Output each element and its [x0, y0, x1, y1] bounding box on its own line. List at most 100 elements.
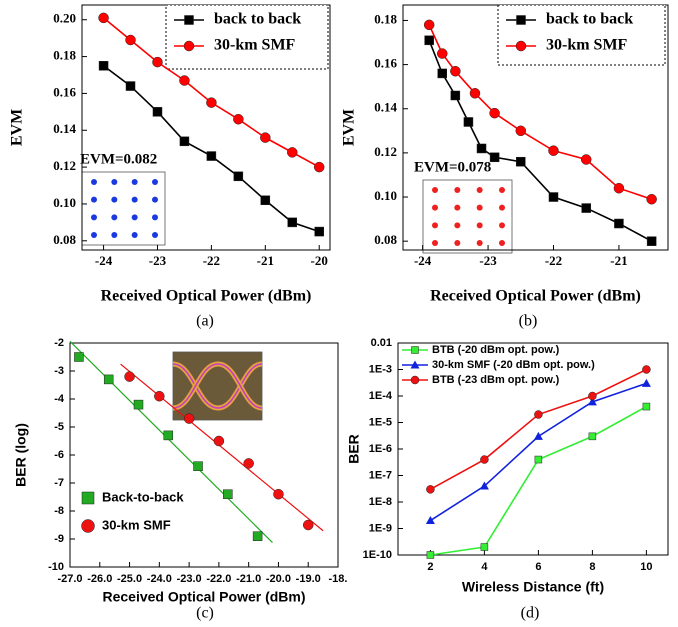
y-tick-label: 1E-5 — [369, 416, 392, 428]
y-tick-label: 1E-9 — [369, 522, 392, 534]
x-axis-title: Received Optical Power (dBm) — [430, 288, 641, 305]
constellation-dot — [152, 232, 158, 238]
data-point — [477, 144, 486, 153]
annotation: EVM=0.082 — [80, 151, 157, 167]
constellation-dot — [454, 205, 460, 211]
y-tick-label: 0.18 — [374, 11, 397, 26]
data-point — [490, 153, 499, 162]
data-point — [233, 114, 243, 124]
constellation-dot — [432, 187, 438, 193]
constellation-dot — [432, 222, 438, 228]
data-point — [273, 489, 283, 499]
data-point — [154, 391, 164, 401]
legend-marker — [517, 16, 526, 25]
data-point — [223, 490, 232, 499]
constellation-dot — [454, 187, 460, 193]
series-line — [430, 407, 646, 555]
x-tick-label: -27.0 — [57, 573, 82, 585]
x-tick-label: 2 — [427, 561, 433, 573]
data-point — [126, 35, 136, 45]
constellation-dot — [499, 240, 505, 246]
constellation-dot — [132, 179, 138, 185]
y-tick-label: 1E-7 — [369, 469, 392, 481]
x-axis-title: Received Optical Power (dBm) — [101, 288, 312, 305]
constellation-dot — [111, 214, 117, 220]
y-tick-label: 0.18 — [53, 48, 76, 63]
data-point — [424, 20, 434, 30]
data-point — [480, 456, 488, 464]
x-tick-label: 6 — [535, 561, 541, 573]
y-axis-title: EVM — [341, 109, 358, 146]
y-tick-label: -3 — [54, 365, 64, 377]
data-point — [288, 218, 297, 227]
panel-label: (d) — [521, 605, 540, 622]
y-tick-label: -8 — [54, 505, 64, 517]
data-point — [589, 433, 596, 440]
data-point — [125, 372, 135, 382]
panel-label: (b) — [519, 313, 538, 330]
x-tick-label: -24 — [414, 253, 432, 268]
x-tick-label: -20 — [311, 253, 328, 268]
x-axis-title: Received Optical Power (dBm) — [102, 589, 305, 605]
legend-label: back to back — [546, 11, 633, 28]
y-tick-label: 0.14 — [53, 121, 76, 136]
y-tick-label: 0.16 — [374, 56, 397, 71]
y-tick-label: 0.10 — [53, 195, 76, 210]
data-point — [184, 414, 194, 424]
panel: -24-23-22-210.080.100.120.140.160.18Rece… — [341, 5, 668, 330]
y-tick-label: -4 — [54, 393, 65, 405]
data-point — [470, 88, 480, 98]
constellation-dot — [132, 214, 138, 220]
y-tick-label: 0.10 — [374, 188, 397, 203]
y-tick-label: 0.14 — [374, 100, 397, 115]
data-point — [425, 36, 434, 45]
data-point — [582, 204, 591, 213]
constellation-dot — [111, 232, 117, 238]
data-point — [581, 155, 591, 165]
panel-label: (c) — [196, 605, 214, 622]
y-tick-label: 1E-6 — [369, 443, 392, 455]
annotation: EVM=0.078 — [414, 159, 491, 175]
constellation-dot — [477, 205, 483, 211]
data-point — [260, 133, 270, 143]
legend-marker — [412, 347, 419, 354]
y-tick-label: -10 — [48, 561, 64, 573]
constellation-dot — [499, 205, 505, 211]
x-tick-label: -18. — [329, 573, 348, 585]
data-point — [314, 162, 324, 172]
y-tick-label: 1E-4 — [369, 390, 393, 402]
data-point — [214, 436, 224, 446]
data-point — [549, 193, 558, 202]
constellation-dot — [132, 197, 138, 203]
data-point — [438, 69, 447, 78]
legend-label: 30-km SMF — [546, 37, 628, 54]
y-axis-title: EVM — [9, 109, 26, 146]
constellation-dot — [432, 240, 438, 246]
y-tick-label: -9 — [54, 533, 64, 545]
legend-marker — [516, 41, 526, 51]
data-point — [614, 183, 624, 193]
constellation-dot — [477, 187, 483, 193]
x-tick-label: -20.0 — [266, 573, 291, 585]
data-point — [516, 157, 525, 166]
x-tick-label: -24.0 — [147, 573, 172, 585]
constellation-dot — [91, 197, 97, 203]
x-tick-label: -22.0 — [206, 573, 231, 585]
x-tick-label: -23 — [479, 253, 497, 268]
data-point — [180, 137, 189, 146]
legend-marker — [185, 16, 194, 25]
x-tick-label: -26.0 — [87, 573, 112, 585]
data-point — [451, 91, 460, 100]
x-tick-label: -19.0 — [296, 573, 321, 585]
data-point — [534, 432, 543, 440]
data-point — [104, 375, 113, 384]
y-tick-label: -5 — [54, 421, 64, 433]
data-point — [427, 552, 434, 559]
x-tick-label: -21 — [257, 253, 274, 268]
data-point — [99, 13, 109, 23]
y-tick-label: -6 — [54, 449, 64, 461]
data-point — [614, 219, 623, 228]
data-point — [642, 366, 650, 374]
legend-label: 30-km SMF — [102, 517, 171, 532]
legend-label: Back-to-back — [102, 489, 184, 504]
